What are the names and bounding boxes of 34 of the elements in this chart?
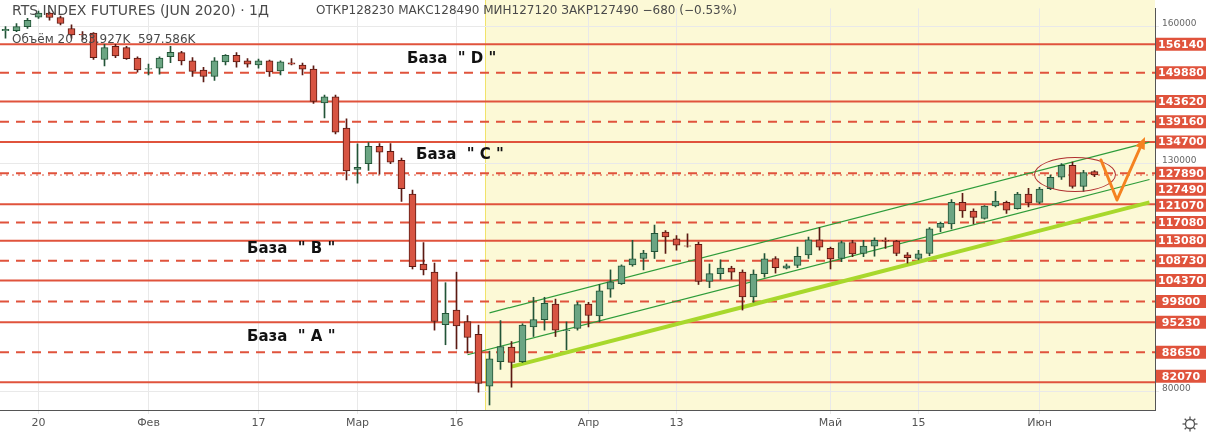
annotation: База " D " [407,49,497,67]
annotation: База " A " [247,327,336,345]
ref-line-label: 82070 [1161,369,1201,383]
x-tick-label: 15 [911,416,926,430]
x-tick-label: 13 [669,416,684,430]
legend-label: 127490 [1158,182,1205,196]
x-tick-label: Май [818,416,843,430]
ref-line-label: 99800 [1161,294,1201,308]
x-tick-label: Фев [137,416,160,430]
ref-line-label: 108730 [1158,253,1205,267]
ref-line-label: 88650 [1161,345,1201,359]
x-tick-label: Мар [345,416,370,430]
y-tick-label: 80000 [1162,383,1191,394]
ref-line-label: 95230 [1161,315,1201,329]
ref-line-label: 139160 [1158,115,1205,129]
ref-line-label: 117080 [1158,215,1205,229]
x-tick-label: 16 [449,416,464,430]
x-tick-label: 17 [251,416,266,430]
ref-line-label: 156140 [1158,37,1205,51]
ref-line-label: 127890 [1158,166,1205,180]
y-tick-label: 130000 [1162,154,1197,165]
ref-line-label: 121070 [1158,198,1205,212]
y-tick-label: 160000 [1162,18,1197,28]
annotation: База " C " [416,145,504,163]
ref-line-label: 104370 [1158,273,1205,287]
x-tick-label: 20 [31,416,46,430]
x-tick-label: Апр [577,416,600,430]
chart-title: RTS INDEX FUTURES (JUN 2020) · 1Д [12,2,269,18]
ref-line-label: 113080 [1158,234,1205,248]
ref-line-label: 149880 [1158,66,1205,80]
ref-line-label: 143620 [1158,94,1205,108]
annotation: База " B " [247,239,336,257]
x-tick-label: Июн [1027,416,1052,430]
ref-line-label: 134700 [1158,135,1205,149]
